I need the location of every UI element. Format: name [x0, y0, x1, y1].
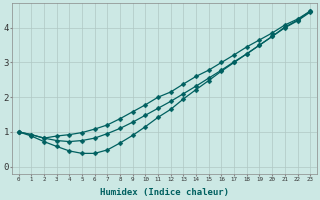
X-axis label: Humidex (Indice chaleur): Humidex (Indice chaleur)	[100, 188, 229, 197]
